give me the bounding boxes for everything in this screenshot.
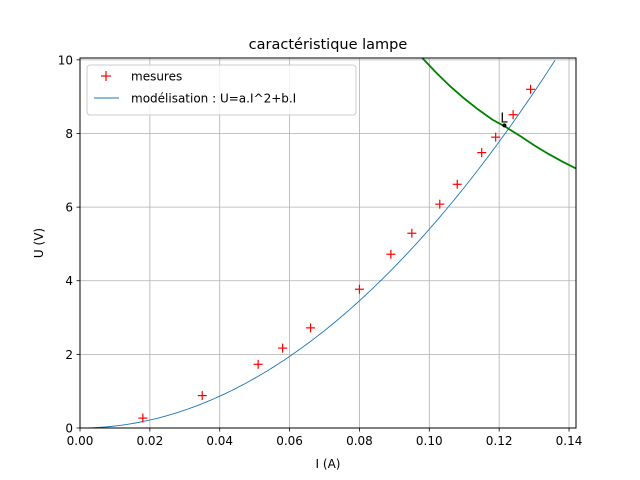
measurement-point [508,110,518,120]
model-curve [80,60,556,428]
x-tick-label: 0.08 [346,434,373,448]
x-tick-label: 0.12 [486,434,513,448]
y-axis-label: U (V) [32,228,46,258]
chart-title: caractéristique lampe [249,37,408,53]
measurement-point [407,228,417,238]
x-tick-label: 0.10 [416,434,443,448]
y-tick-label: 0 [65,422,73,436]
measurement-point [386,249,396,259]
legend-label-model: modélisation : U=a.I^2+b.I [131,92,296,106]
y-tick-label: 8 [65,127,73,141]
x-tick-label: 0.14 [556,434,583,448]
axes-frame [79,57,577,429]
green-curve [421,58,576,170]
measurement-point [197,391,207,401]
legend-box [86,64,357,116]
x-tick-label: 0.06 [276,434,303,448]
x-axis-label: I (A) [316,457,341,471]
x-tick-label: 0.04 [206,434,233,448]
measurement-point [253,359,263,369]
grid [79,58,576,429]
measurement-point [306,323,316,333]
measurement-point [278,343,288,353]
y-tick-label: 2 [65,348,73,362]
measurement-point [526,84,536,94]
measurement-point [138,413,148,423]
y-axis-ticks: 0 2 4 6 8 10 [58,53,80,436]
measurement-point [435,199,445,209]
x-axis-ticks: 0.00 0.02 0.04 0.06 0.08 0.10 0.12 0.14 [67,428,583,448]
annotation-label: L [500,111,508,126]
measurement-point [477,148,487,158]
series-layer [80,58,576,428]
measurement-point [491,132,501,142]
y-tick-label: 6 [65,201,73,215]
measurement-point [354,284,364,294]
y-tick-label: 4 [65,274,73,288]
x-tick-label: 0.00 [67,434,94,448]
measurement-point [452,179,462,189]
legend-label-mesures: mesures [131,70,182,84]
x-tick-label: 0.02 [136,434,163,448]
annotation-point [502,123,507,128]
y-tick-label: 10 [58,53,73,67]
annotation-layer: L [500,111,508,128]
legend: mesures modélisation : U=a.I^2+b.I [86,64,357,116]
